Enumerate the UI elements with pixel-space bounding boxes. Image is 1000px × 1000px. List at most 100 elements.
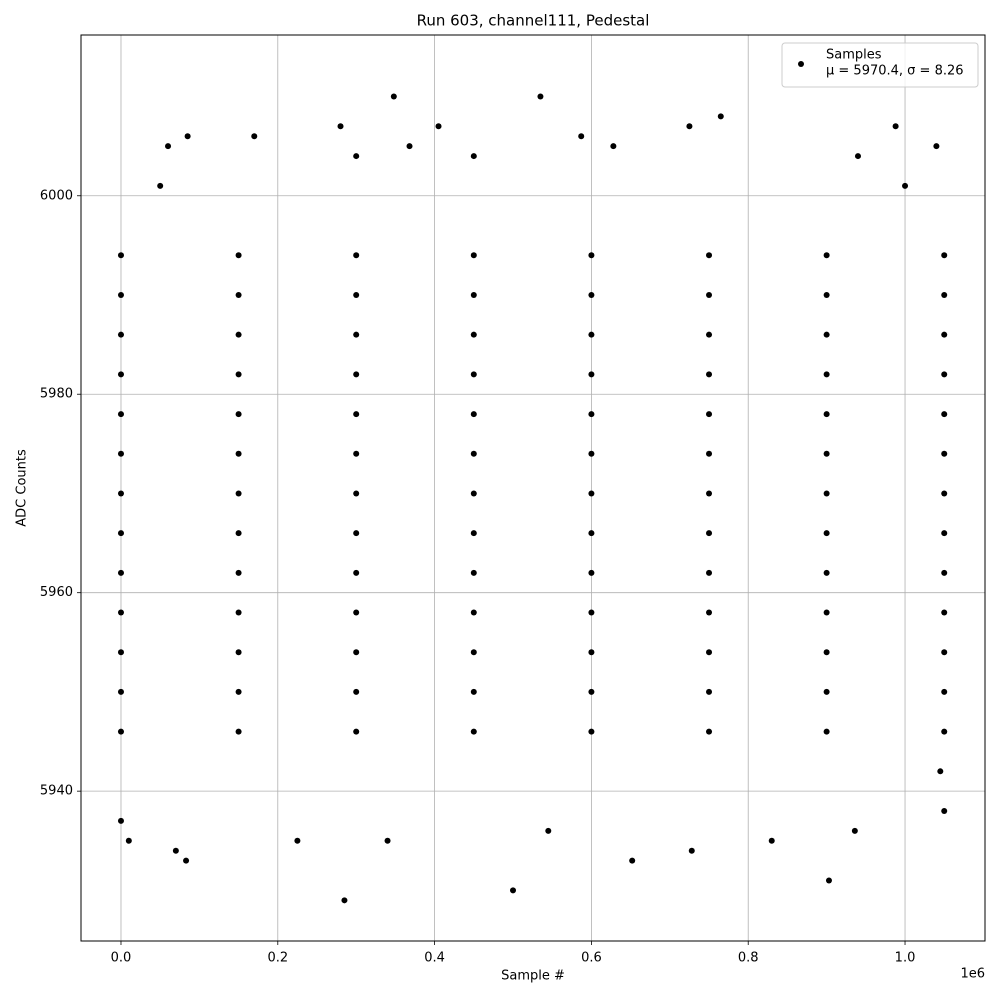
point — [353, 688, 360, 695]
point — [235, 291, 242, 298]
point — [768, 837, 775, 844]
point — [353, 649, 360, 656]
point — [823, 331, 830, 338]
point — [235, 490, 242, 497]
point — [941, 450, 948, 457]
point — [823, 728, 830, 735]
point — [902, 182, 909, 189]
point — [706, 411, 713, 418]
point — [353, 411, 360, 418]
point — [470, 728, 477, 735]
point — [235, 371, 242, 378]
point — [353, 252, 360, 259]
point — [353, 331, 360, 338]
point — [470, 252, 477, 259]
point — [294, 837, 301, 844]
point — [706, 371, 713, 378]
point — [686, 123, 693, 130]
point — [470, 331, 477, 338]
point — [941, 609, 948, 616]
point — [706, 252, 713, 259]
point — [717, 113, 724, 120]
point — [117, 688, 124, 695]
point — [706, 530, 713, 537]
x-tick-label: 1.0 — [895, 951, 916, 966]
point — [823, 609, 830, 616]
point — [353, 530, 360, 537]
point — [588, 331, 595, 338]
point — [823, 371, 830, 378]
point — [588, 371, 595, 378]
point — [235, 569, 242, 576]
x-tick-label: 0.2 — [267, 951, 288, 966]
point — [353, 569, 360, 576]
point — [851, 827, 858, 834]
point — [470, 569, 477, 576]
legend-box — [781, 42, 979, 88]
point — [706, 728, 713, 735]
point — [117, 252, 124, 259]
point — [706, 569, 713, 576]
point — [588, 649, 595, 656]
point — [688, 847, 695, 854]
y-axis-label: ADC Counts — [15, 449, 30, 527]
point — [125, 837, 132, 844]
point — [823, 490, 830, 497]
y-tick-label: 5940 — [40, 784, 73, 799]
point — [588, 609, 595, 616]
y-tick-label: 5980 — [40, 387, 73, 402]
point — [353, 371, 360, 378]
point — [588, 728, 595, 735]
point — [578, 133, 585, 140]
point — [545, 827, 552, 834]
point — [117, 490, 124, 497]
point — [470, 688, 477, 695]
point — [235, 252, 242, 259]
point — [588, 411, 595, 418]
point — [629, 857, 636, 864]
point — [406, 143, 413, 150]
point — [941, 371, 948, 378]
point — [823, 649, 830, 656]
point — [470, 153, 477, 160]
point — [117, 450, 124, 457]
y-tick-label: 6000 — [40, 188, 73, 203]
point — [706, 450, 713, 457]
point — [610, 143, 617, 150]
legend-label: Samples — [826, 48, 882, 63]
point — [823, 252, 830, 259]
point — [341, 897, 348, 904]
point — [892, 123, 899, 130]
point — [941, 569, 948, 576]
point — [235, 331, 242, 338]
point — [470, 649, 477, 656]
point — [235, 649, 242, 656]
point — [470, 411, 477, 418]
point — [588, 688, 595, 695]
point — [172, 847, 179, 854]
point — [117, 817, 124, 824]
point — [117, 649, 124, 656]
point — [706, 609, 713, 616]
point — [941, 728, 948, 735]
point — [117, 530, 124, 537]
point — [941, 411, 948, 418]
point — [537, 93, 544, 100]
point — [823, 688, 830, 695]
point — [117, 609, 124, 616]
point — [157, 182, 164, 189]
point — [183, 857, 190, 864]
point — [825, 877, 832, 884]
x-axis-label: Sample # — [501, 969, 565, 984]
point — [941, 490, 948, 497]
point — [823, 450, 830, 457]
point — [706, 490, 713, 497]
point — [937, 768, 944, 775]
point — [588, 450, 595, 457]
point — [435, 123, 442, 130]
point — [470, 530, 477, 537]
point — [117, 569, 124, 576]
point — [823, 291, 830, 298]
